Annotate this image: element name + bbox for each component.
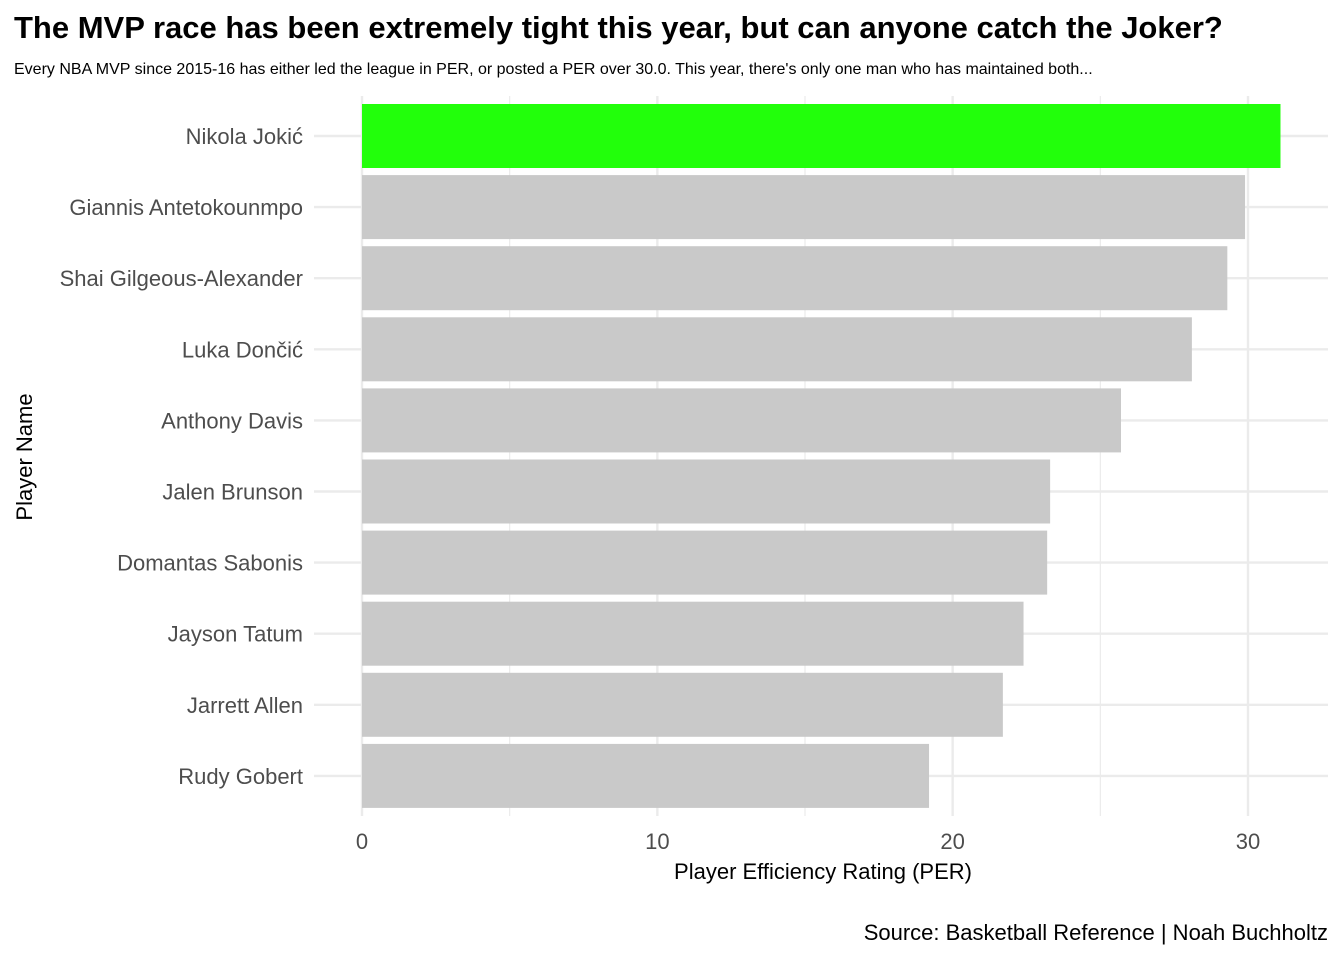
y-tick-label: Jalen Brunson <box>162 480 303 505</box>
x-tick-label: 10 <box>645 829 669 854</box>
x-axis-title: Player Efficiency Rating (PER) <box>674 859 972 884</box>
x-tick-labels: 0 10 20 30 <box>356 829 1260 854</box>
bar <box>362 388 1122 453</box>
bar <box>362 530 1048 595</box>
bar <box>362 104 1281 168</box>
y-tick-label: Domantas Sabonis <box>117 551 303 576</box>
y-tick-label: Nikola Jokić <box>186 124 303 149</box>
bar <box>362 601 1024 666</box>
bars <box>362 104 1281 808</box>
y-tick-label: Jarrett Allen <box>187 693 303 718</box>
chart-subtitle: Every NBA MVP since 2015-16 has either l… <box>14 61 1093 78</box>
x-tick-label: 0 <box>356 829 368 854</box>
y-tick-label: Giannis Antetokounmpo <box>69 195 303 220</box>
y-axis-title: Player Name <box>12 393 37 520</box>
chart-title: The MVP race has been extremely tight th… <box>14 10 1223 45</box>
bar <box>362 672 1003 737</box>
y-tick-label: Rudy Gobert <box>178 764 303 789</box>
bar <box>362 317 1192 382</box>
y-tick-labels: Nikola Jokić Giannis Antetokounmpo Shai Gi… <box>60 124 303 789</box>
x-tick-label: 20 <box>940 829 964 854</box>
chart-caption: Source: Basketball Reference | Noah Buch… <box>863 920 1328 945</box>
y-tick-label: Anthony Davis <box>161 408 303 433</box>
bar <box>362 743 930 808</box>
y-tick-label: Shai Gilgeous-Alexander <box>60 266 303 291</box>
bar <box>362 459 1051 524</box>
y-tick-label: Jayson Tatum <box>168 622 303 647</box>
bar <box>362 246 1228 311</box>
y-tick-label: Luka Dončić <box>182 337 303 362</box>
bar <box>362 175 1246 240</box>
x-tick-label: 30 <box>1236 829 1260 854</box>
